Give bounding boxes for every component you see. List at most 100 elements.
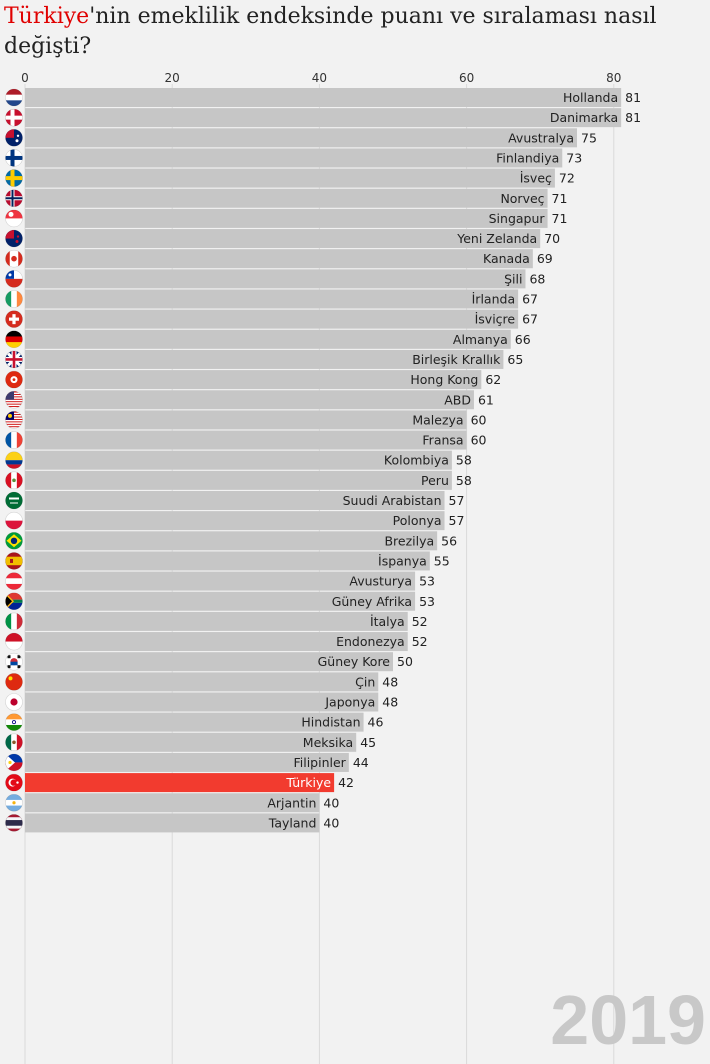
bar (25, 511, 445, 531)
bar (25, 531, 438, 551)
bar (25, 672, 379, 692)
category-label: İrlanda (472, 292, 515, 307)
value-label: 71 (552, 191, 568, 206)
category-label: Avustralya (508, 130, 574, 145)
bar-row: Malezya 60 (5, 410, 487, 430)
bar (25, 551, 430, 571)
bar-row: Meksika 45 (5, 732, 376, 752)
x-tick-label: 80 (606, 71, 621, 85)
value-label: 57 (449, 513, 465, 528)
bar (25, 813, 320, 833)
bar-row: İrlanda 67 (5, 289, 538, 309)
category-label: Hong Kong (410, 372, 478, 387)
flag-usa-icon (5, 390, 23, 409)
bar (25, 168, 555, 188)
bar-row: Arjantin 40 (5, 793, 339, 813)
flag-china-icon (5, 673, 23, 691)
value-label: 75 (581, 130, 597, 145)
value-label: 53 (419, 594, 435, 609)
flag-switzerland-icon (5, 310, 23, 328)
bar-row: Filipinler 44 (5, 752, 369, 772)
year-label: 2019 (550, 981, 706, 1059)
bar (25, 88, 622, 107)
value-label: 60 (471, 412, 487, 427)
category-label: Singapur (489, 211, 546, 226)
bar-row: Hong Kong 62 (5, 370, 501, 390)
x-tick-label: 0 (21, 71, 29, 85)
value-label: 62 (485, 372, 501, 387)
bar-row: Birleşik Krallık 65 (5, 349, 523, 369)
bar (25, 229, 541, 249)
category-label: İtalya (370, 614, 405, 629)
bar (25, 591, 416, 611)
flag-india-icon (5, 713, 23, 731)
category-label: Şili (504, 271, 522, 286)
bar-row: ABD 61 (5, 390, 494, 410)
bar-row: Kolombiya 58 (5, 450, 472, 470)
flag-singapore-icon (5, 209, 23, 228)
value-label: 73 (566, 150, 582, 165)
value-label: 81 (625, 90, 641, 105)
category-label: Almanya (453, 332, 508, 347)
bar-row: Brezilya 56 (5, 531, 457, 551)
value-label: 68 (529, 271, 545, 286)
value-label: 58 (456, 453, 472, 468)
bar-row: Avusturya 53 (5, 571, 435, 591)
bar (25, 491, 445, 510)
bar (25, 430, 467, 450)
value-label: 70 (544, 231, 560, 246)
flag-france-icon (5, 431, 23, 449)
value-label: 67 (522, 312, 538, 327)
bar (25, 309, 519, 329)
bar (25, 632, 408, 652)
category-label: Hollanda (563, 90, 618, 105)
flag-new-zealand-icon (5, 229, 23, 248)
bar (25, 329, 511, 349)
category-label: İsviçre (475, 312, 516, 327)
value-label: 53 (419, 574, 435, 589)
bar-row: İsveç 72 (5, 168, 575, 188)
flag-finland-icon (5, 149, 23, 167)
bar-row: Peru 58 (5, 470, 472, 490)
bar-row: İtalya 52 (5, 611, 428, 631)
category-label: Finlandiya (496, 150, 559, 165)
category-label: Polonya (393, 513, 442, 528)
bar (25, 773, 335, 793)
value-label: 46 (368, 715, 384, 730)
bar (25, 793, 320, 813)
category-label: İsveç (520, 171, 552, 186)
category-label: Malezya (412, 412, 463, 427)
bar (25, 249, 533, 269)
value-label: 81 (625, 110, 641, 125)
bar-row: İsviçre 67 (5, 309, 538, 329)
bar (25, 450, 452, 470)
value-label: 67 (522, 292, 538, 307)
category-label: Yeni Zelanda (456, 231, 537, 246)
bar-row: Hindistan 46 (5, 712, 384, 732)
flag-indonesia-icon (5, 632, 23, 651)
category-label: Brezilya (384, 533, 434, 548)
x-tick-label: 20 (165, 71, 180, 85)
value-label: 72 (559, 171, 575, 186)
bar (25, 148, 563, 168)
bar-row: Türkiye 42 (5, 773, 354, 793)
category-label: Filipinler (293, 755, 346, 770)
category-label: Tayland (268, 815, 317, 830)
flag-argentina-icon (5, 793, 23, 812)
chart-title: Türkiye'nin emeklilik endeksinde puanı v… (4, 2, 704, 62)
value-label: 66 (515, 332, 531, 347)
bar-row: Güney Afrika 53 (5, 591, 435, 611)
bar-row: Norveç 71 (5, 188, 568, 208)
value-label: 55 (434, 553, 450, 568)
bar (25, 269, 526, 289)
category-label: Peru (421, 473, 449, 488)
bar (25, 470, 452, 490)
category-label: Çin (355, 674, 375, 689)
bar-row: Yeni Zelanda 70 (5, 229, 560, 249)
flag-sweden-icon (5, 169, 23, 187)
bar-row: Japonya 48 (5, 692, 398, 712)
flag-japan-icon (5, 693, 23, 711)
bar-row: Çin 48 (5, 672, 398, 692)
flag-denmark-icon (5, 108, 23, 127)
flag-norway-icon (5, 189, 23, 208)
